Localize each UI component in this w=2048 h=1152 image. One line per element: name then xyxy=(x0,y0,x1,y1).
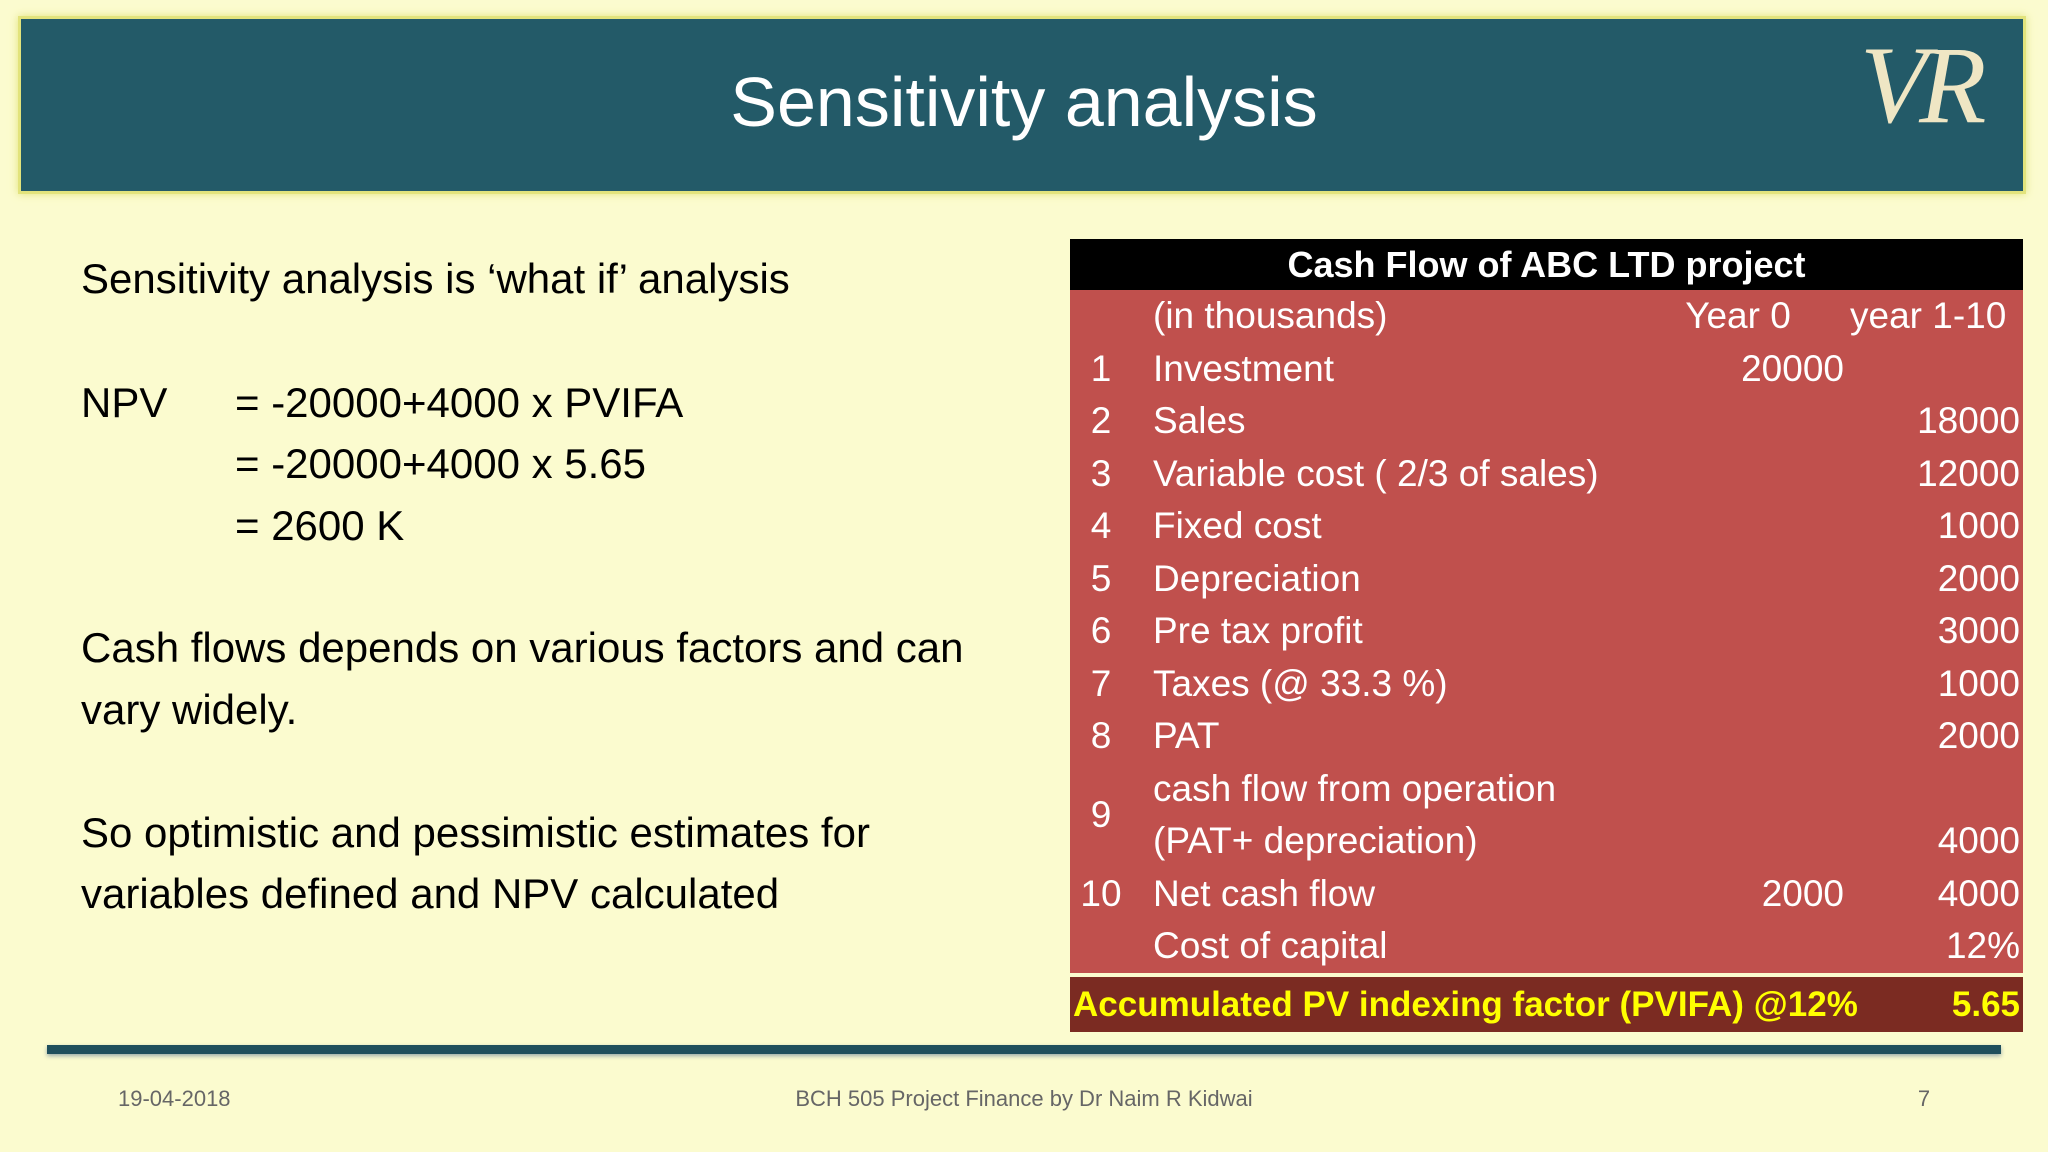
npv-step: = -20000+4000 x PVIFA xyxy=(235,379,684,426)
year1-10-value: 2000 xyxy=(1937,715,2020,756)
paragraph-line: Cash flows depends on various factors an… xyxy=(81,624,964,671)
row-label: Variable cost ( 2/3 of sales) xyxy=(1153,452,1599,494)
cash-flow-table: Cash Flow of ABC LTD project Accumulated… xyxy=(1070,239,2023,1032)
year1-10-value: 4000 xyxy=(1937,820,2020,861)
row-number: 3 xyxy=(1090,452,1112,494)
logo: VR xyxy=(1860,24,1986,146)
year1-10-value: 1000 xyxy=(1937,662,2020,704)
column-header: year 1-10 xyxy=(1850,295,2007,336)
paragraph-line: vary widely. xyxy=(81,686,298,733)
row-label: Depreciation xyxy=(1153,557,1361,599)
header-bar xyxy=(18,16,2026,194)
footer-date: 19-04-2018 xyxy=(118,1086,231,1111)
row-label: Net cash flow xyxy=(1153,872,1376,914)
table-footer-bg xyxy=(1070,977,2023,1032)
row-label: Fixed cost xyxy=(1153,505,1322,546)
row-number: 7 xyxy=(1090,662,1112,704)
column-label: (in thousands) xyxy=(1153,295,1388,336)
row-number: 5 xyxy=(1090,557,1112,599)
row-label: Taxes (@ 33.3 %) xyxy=(1153,662,1448,704)
intro: Sensitivity analysis is ‘what if’ analys… xyxy=(81,255,790,302)
year1-10-value: 4000 xyxy=(1937,872,2020,914)
year1-10-value: 2000 xyxy=(1937,557,2020,599)
row-label: (PAT+ depreciation) xyxy=(1153,820,1478,861)
year0-value: 2000 xyxy=(1761,872,1844,914)
year0-value: 20000 xyxy=(1741,347,1844,389)
row-label: Investment xyxy=(1153,347,1334,389)
npv-step: = 2600 K xyxy=(235,502,405,549)
row-number: 8 xyxy=(1090,715,1112,756)
year1-10-value: 12% xyxy=(1945,925,2020,966)
table-footer-label: Accumulated PV indexing factor (PVIFA) @… xyxy=(1073,985,1858,1024)
row-label: cash flow from operation xyxy=(1153,767,1557,809)
footer-rule xyxy=(47,1045,2001,1054)
column-header: Year 0 xyxy=(1685,295,1791,336)
row-number: 6 xyxy=(1090,610,1112,651)
npv-step: = -20000+4000 x 5.65 xyxy=(235,440,647,487)
row-label: Sales xyxy=(1153,400,1246,441)
paragraph-line: So optimistic and pessimistic estimates … xyxy=(81,809,870,856)
table-body-bg xyxy=(1070,290,2023,973)
slide-title: Sensitivity analysis xyxy=(730,63,1318,141)
paragraph-line: variables defined and NPV calculated xyxy=(81,870,780,917)
row-number: 10 xyxy=(1080,872,1122,914)
table-title: Cash Flow of ABC LTD project xyxy=(1287,244,1806,285)
year1-10-value: 18000 xyxy=(1917,400,2020,441)
table-title-bg xyxy=(1070,239,2023,290)
year1-10-value: 12000 xyxy=(1917,452,2020,494)
row-label: Cost of capital xyxy=(1153,925,1388,966)
footer-course: BCH 505 Project Finance by Dr Naim R Kid… xyxy=(795,1086,1253,1111)
row-label: Pre tax profit xyxy=(1153,610,1363,651)
row-number: 9 xyxy=(1090,793,1112,835)
row-number: 1 xyxy=(1090,347,1112,389)
year1-10-value: 1000 xyxy=(1937,505,2020,546)
year1-10-value: 3000 xyxy=(1937,610,2020,651)
footer-page: 7 xyxy=(1917,1086,1931,1111)
row-number: 4 xyxy=(1090,505,1112,546)
npv-label: NPV xyxy=(81,379,168,426)
row-label: PAT xyxy=(1153,715,1220,756)
row-number: 2 xyxy=(1090,400,1112,441)
table-footer-value: 5.65 xyxy=(1951,985,2020,1024)
